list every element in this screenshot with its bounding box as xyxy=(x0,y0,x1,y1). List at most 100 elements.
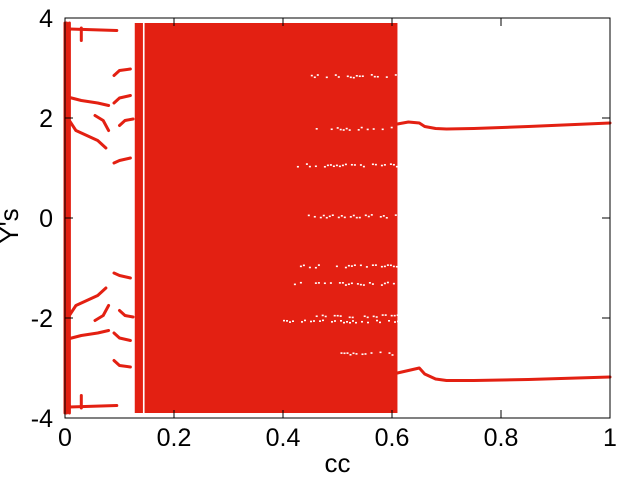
gap-speck xyxy=(379,321,381,324)
gap-speck xyxy=(365,266,368,268)
x-tick-label-4: 0.8 xyxy=(484,424,519,452)
y-tick-label-3: 2 xyxy=(39,105,53,133)
branch-12 xyxy=(66,286,108,320)
gap-speck xyxy=(329,282,332,284)
gap-speck xyxy=(391,354,394,356)
gap-streak-2 xyxy=(307,214,397,219)
gap-speck xyxy=(355,321,357,324)
gap-speck xyxy=(352,76,355,79)
gap-speck xyxy=(361,75,364,77)
gap-speck xyxy=(359,164,362,166)
gap-speck xyxy=(374,264,377,266)
gap-speck xyxy=(372,128,375,130)
gap-speck xyxy=(359,283,362,286)
gap-speck xyxy=(332,165,335,168)
gap-speck xyxy=(367,215,370,218)
gap-speck xyxy=(338,165,341,168)
gap-streak-1 xyxy=(296,163,398,168)
gap-streak-7 xyxy=(340,351,394,356)
gap-speck xyxy=(392,163,395,166)
gap-speck xyxy=(386,281,389,284)
gap-speck xyxy=(350,163,353,166)
gap-speck xyxy=(325,216,328,219)
gap-speck xyxy=(342,129,345,131)
gap-streak-8 xyxy=(310,74,397,79)
gap-streak-0 xyxy=(315,126,393,131)
gap-speck xyxy=(334,74,337,76)
x-tick-label-2: 0.4 xyxy=(266,424,301,452)
gap-speck xyxy=(385,76,388,78)
gap-speck xyxy=(305,163,308,165)
gap-speck xyxy=(317,264,320,266)
gap-speck xyxy=(343,321,345,324)
gap-speck xyxy=(397,320,399,323)
gap-speck xyxy=(337,216,340,219)
gap-speck xyxy=(310,74,313,77)
gap-speck xyxy=(371,283,374,285)
branch-21 xyxy=(118,117,135,127)
axis-ticks xyxy=(64,17,611,419)
x-tick-label-3: 0.6 xyxy=(375,424,410,452)
branch-1 xyxy=(67,27,119,32)
gap-speck xyxy=(328,215,331,218)
branch-23 xyxy=(395,120,612,131)
chart-marks xyxy=(63,21,612,415)
gap-speck xyxy=(384,314,387,316)
gap-speck xyxy=(381,314,384,316)
gap-speck xyxy=(395,165,398,168)
branch-24 xyxy=(395,366,612,382)
gap-speck xyxy=(345,127,348,130)
gap-speck xyxy=(388,352,391,354)
gap-speck xyxy=(352,214,355,217)
gap-speck xyxy=(339,315,342,317)
gap-speck xyxy=(364,353,367,355)
gap-speck xyxy=(379,216,382,218)
gap-speck xyxy=(292,320,294,322)
gap-streak-3 xyxy=(299,264,398,269)
gap-speck xyxy=(350,282,353,285)
gap-speck xyxy=(333,314,336,317)
gap-speck xyxy=(388,320,390,322)
gap-speck xyxy=(347,264,350,267)
gap-speck xyxy=(330,128,333,131)
gap-speck xyxy=(346,75,349,78)
gap-speck xyxy=(372,315,375,318)
y-tick-label-1: -2 xyxy=(31,305,53,333)
gap-speck xyxy=(350,265,353,267)
gap-speck xyxy=(316,74,319,76)
gap-speck xyxy=(299,281,302,284)
gap-speck xyxy=(349,216,352,218)
gap-speck xyxy=(358,75,361,78)
gap-speck xyxy=(283,319,285,322)
y-tick-label-4: 4 xyxy=(39,5,53,33)
gap-speck xyxy=(324,315,327,318)
branch-11 xyxy=(66,116,108,150)
gap-speck xyxy=(343,352,346,355)
gap-speck xyxy=(376,319,378,322)
gap-speck xyxy=(322,214,325,217)
chaotic-band-0 xyxy=(134,23,143,413)
gap-speck xyxy=(315,315,318,318)
gap-speck xyxy=(346,321,348,323)
gap-speck xyxy=(322,319,324,322)
gap-speck xyxy=(286,320,288,322)
gap-speck xyxy=(323,165,326,168)
gap-speck xyxy=(308,266,311,269)
gap-speck xyxy=(396,314,399,316)
gap-speck xyxy=(383,282,386,285)
gap-speck xyxy=(338,282,341,284)
gap-speck xyxy=(395,265,398,268)
gap-speck xyxy=(299,265,302,268)
gap-speck xyxy=(379,351,382,354)
branch-16 xyxy=(112,359,132,369)
x-tick-label-5: 1 xyxy=(603,424,617,452)
gap-speck xyxy=(321,314,324,317)
gap-speck xyxy=(348,129,351,131)
branch-3 xyxy=(67,404,119,409)
gap-speck xyxy=(355,75,358,77)
gap-speck xyxy=(349,76,352,79)
gap-speck xyxy=(352,352,355,355)
gap-streak-5 xyxy=(315,314,399,319)
gap-speck xyxy=(319,216,322,219)
gap-speck xyxy=(383,164,386,166)
